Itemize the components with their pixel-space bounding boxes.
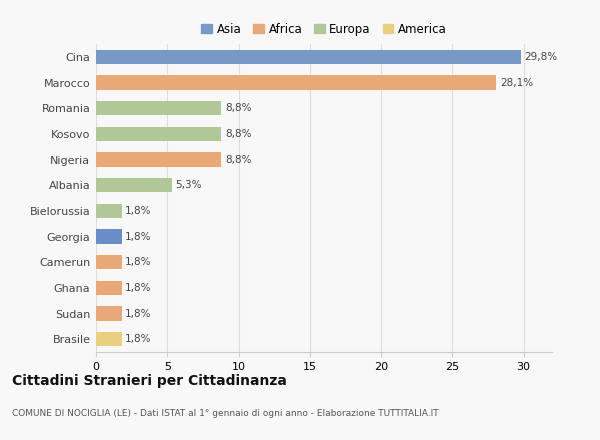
Bar (96, 306, 122, 321)
Text: 1,8%: 1,8% (125, 206, 152, 216)
Bar (96, 101, 221, 115)
Text: 1,8%: 1,8% (125, 231, 152, 242)
Bar (96, 204, 122, 218)
Bar (96, 332, 122, 346)
Bar (96, 281, 122, 295)
Text: 8,8%: 8,8% (225, 103, 251, 113)
Bar (96, 229, 122, 244)
Bar (96, 127, 221, 141)
Text: 8,8%: 8,8% (225, 129, 251, 139)
Text: 5,3%: 5,3% (175, 180, 202, 190)
Legend: Asia, Africa, Europa, America: Asia, Africa, Europa, America (197, 19, 451, 39)
Text: 28,1%: 28,1% (500, 77, 533, 88)
Bar (96, 50, 521, 64)
Bar (96, 178, 172, 192)
Bar (96, 255, 122, 269)
Bar (96, 152, 221, 167)
Bar (96, 75, 496, 90)
Text: COMUNE DI NOCIGLIA (LE) - Dati ISTAT al 1° gennaio di ogni anno - Elaborazione T: COMUNE DI NOCIGLIA (LE) - Dati ISTAT al … (12, 409, 439, 418)
Text: 1,8%: 1,8% (125, 283, 152, 293)
Text: 8,8%: 8,8% (225, 154, 251, 165)
Text: 29,8%: 29,8% (524, 52, 557, 62)
Text: Cittadini Stranieri per Cittadinanza: Cittadini Stranieri per Cittadinanza (12, 374, 287, 388)
Text: 1,8%: 1,8% (125, 308, 152, 319)
Text: 1,8%: 1,8% (125, 257, 152, 267)
Text: 1,8%: 1,8% (125, 334, 152, 344)
